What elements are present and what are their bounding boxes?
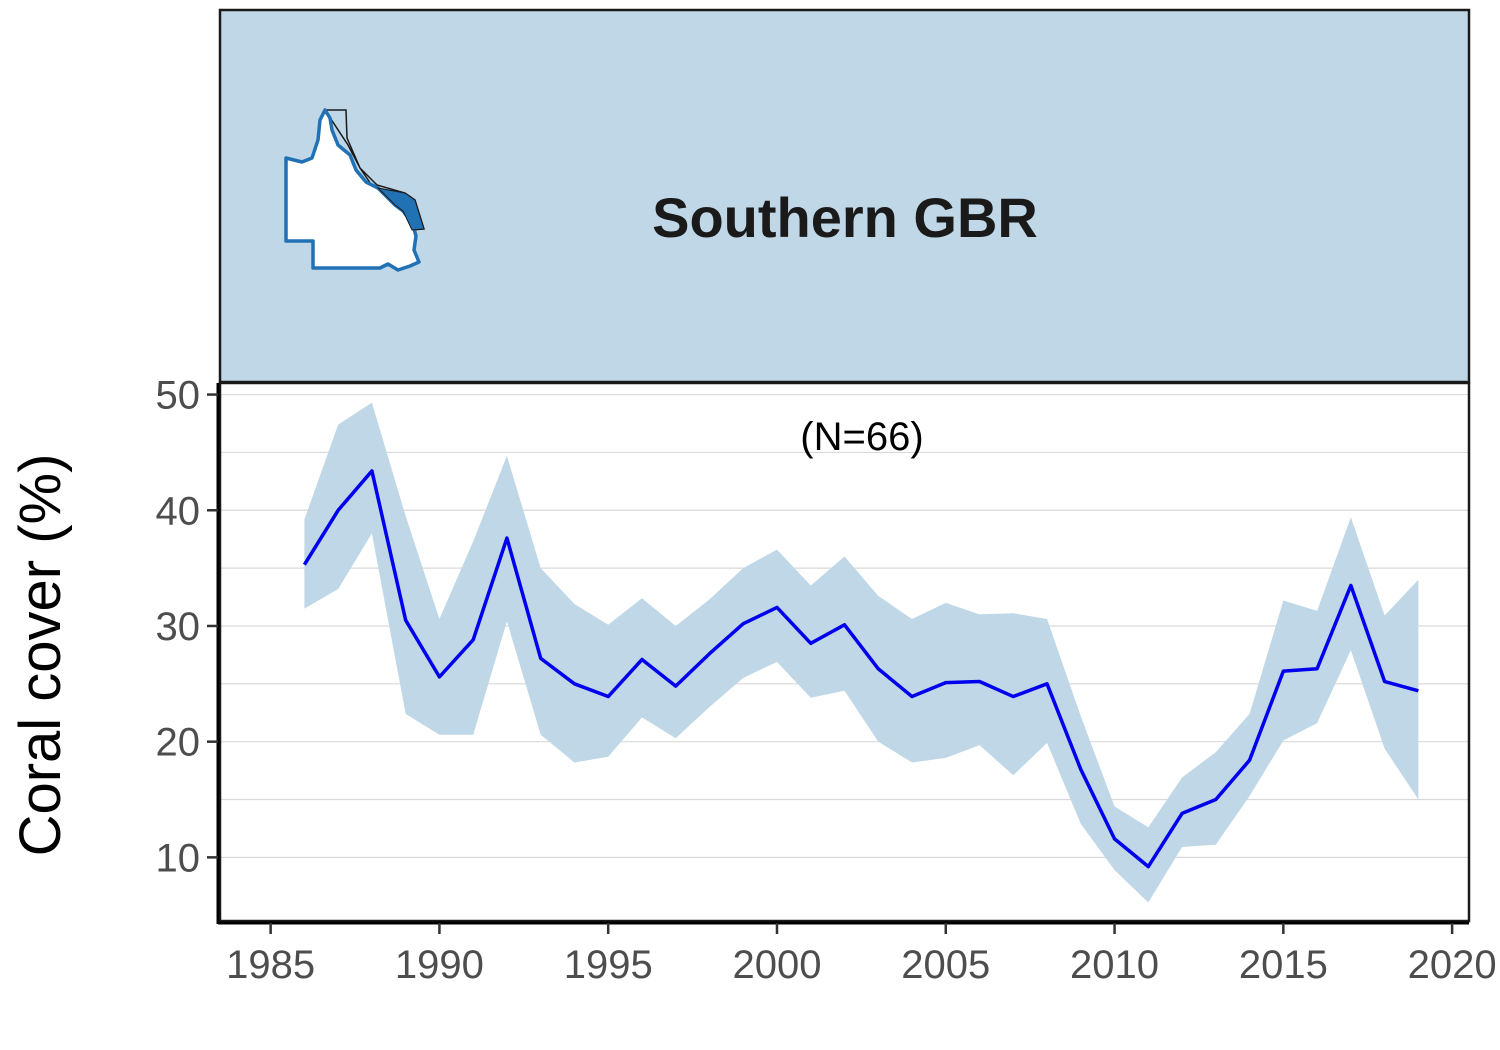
x-tick-label: 1995	[564, 943, 653, 987]
x-tick-label: 2000	[732, 943, 821, 987]
y-axis-label: Coral cover (%)	[8, 454, 73, 857]
y-tick-label: 40	[156, 489, 201, 533]
y-tick-label: 20	[156, 721, 201, 765]
confidence-ribbon	[304, 402, 1419, 903]
x-tick-label: 2010	[1070, 943, 1159, 987]
y-tick-label: 30	[156, 605, 201, 649]
x-tick-label: 1985	[226, 943, 315, 987]
x-tick-label: 1990	[395, 943, 484, 987]
y-tick-label: 10	[156, 836, 201, 880]
header-strip	[218, 8, 1471, 384]
x-tick-label: 2005	[901, 943, 990, 987]
sample-size-annotation: (N=66)	[800, 415, 923, 459]
y-axis-ticks: 10 20 30 40 50	[156, 374, 218, 880]
x-tick-label: 2020	[1408, 943, 1497, 987]
x-tick-label: 2015	[1239, 943, 1328, 987]
grid-lines	[220, 393, 1469, 858]
queensland-map-icon	[284, 108, 425, 272]
plot-panel-border	[218, 381, 1471, 923]
x-axis-ticks: 1985 1990 1995 2000 2005 2010 2015 2020	[226, 923, 1497, 987]
y-tick-label: 50	[156, 374, 201, 418]
header-title: Southern GBR	[652, 186, 1038, 249]
coral-cover-line	[302, 469, 1419, 869]
